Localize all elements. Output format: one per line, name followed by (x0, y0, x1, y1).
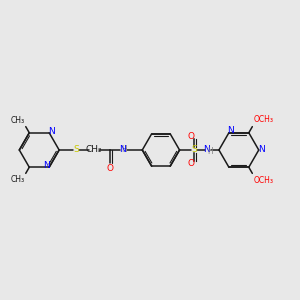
Text: N: N (119, 146, 125, 154)
Text: N: N (203, 146, 210, 154)
Text: H: H (122, 145, 127, 154)
Text: O: O (107, 164, 114, 173)
Text: N: N (259, 146, 265, 154)
Text: N: N (227, 126, 234, 135)
Text: O: O (188, 159, 195, 168)
Text: CH₃: CH₃ (11, 175, 25, 184)
Text: OCH₃: OCH₃ (254, 176, 274, 185)
Text: H: H (207, 147, 213, 156)
Text: CH₂: CH₂ (85, 146, 102, 154)
Text: OCH₃: OCH₃ (254, 115, 274, 124)
Text: O: O (188, 132, 195, 141)
Text: S: S (191, 146, 197, 154)
Text: N: N (48, 127, 55, 136)
Text: S: S (73, 146, 79, 154)
Text: CH₃: CH₃ (11, 116, 25, 125)
Text: N: N (43, 161, 50, 170)
